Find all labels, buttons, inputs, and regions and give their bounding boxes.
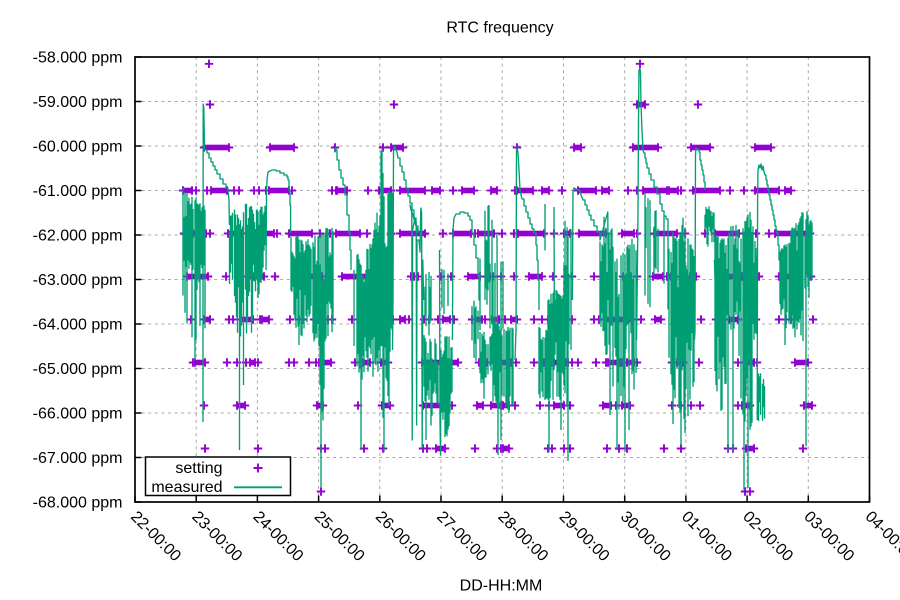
svg-text:-67.000 ppm: -67.000 ppm — [33, 450, 123, 467]
svg-text:-59.000 ppm: -59.000 ppm — [33, 94, 123, 111]
svg-text:-68.000 ppm: -68.000 ppm — [33, 495, 123, 512]
svg-text:measured: measured — [151, 479, 222, 496]
svg-text:setting: setting — [175, 460, 222, 477]
svg-text:-66.000 ppm: -66.000 ppm — [33, 406, 123, 423]
svg-text:-63.000 ppm: -63.000 ppm — [33, 272, 123, 289]
svg-text:-62.000 ppm: -62.000 ppm — [33, 228, 123, 245]
svg-text:-58.000 ppm: -58.000 ppm — [33, 50, 123, 67]
svg-text:DD-HH:MM: DD-HH:MM — [460, 578, 543, 595]
svg-text:-64.000 ppm: -64.000 ppm — [33, 317, 123, 334]
svg-text:RTC frequency: RTC frequency — [446, 20, 553, 37]
svg-text:-60.000 ppm: -60.000 ppm — [33, 139, 123, 156]
svg-text:-65.000 ppm: -65.000 ppm — [33, 361, 123, 378]
svg-text:-61.000 ppm: -61.000 ppm — [33, 183, 123, 200]
